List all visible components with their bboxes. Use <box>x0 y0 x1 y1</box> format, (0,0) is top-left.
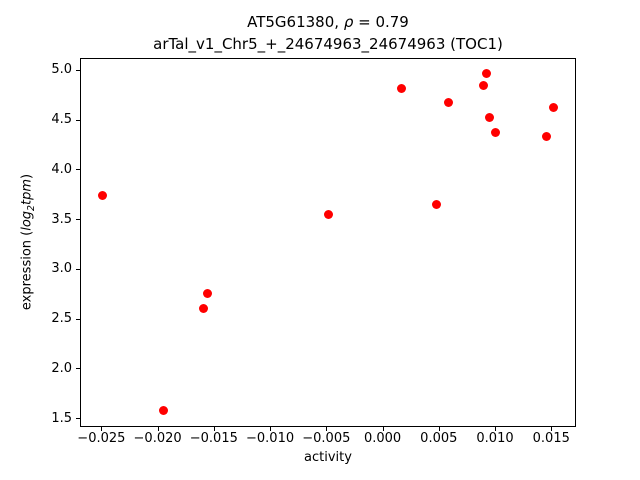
y-tick-mark <box>76 119 80 121</box>
x-tick-label: −0.010 <box>246 431 295 446</box>
plot-area <box>80 58 576 427</box>
chart-title-line1: AT5G61380, ρ = 0.79 <box>80 11 576 33</box>
x-tick-label: −0.020 <box>133 431 182 446</box>
x-tick-mark <box>551 427 553 431</box>
scatter-point <box>324 209 334 219</box>
x-tick-mark <box>495 427 497 431</box>
scatter-point <box>397 84 407 94</box>
scatter-point <box>432 199 442 209</box>
chart-title-line2: arTal_v1_Chr5_+_24674963_24674963 (TOC1) <box>153 35 503 53</box>
chart-title-rho-value: = 0.79 <box>353 13 409 31</box>
scatter-point <box>158 405 168 415</box>
x-tick-mark <box>101 427 103 431</box>
scatter-point <box>481 69 491 79</box>
x-tick-label: −0.025 <box>77 431 126 446</box>
y-tick-label: 2.5 <box>51 311 72 327</box>
y-tick-mark <box>76 169 80 171</box>
scatter-point <box>97 190 107 200</box>
scatter-point <box>542 132 552 142</box>
y-axis-label-sub: 2 <box>26 204 38 211</box>
x-tick-mark <box>213 427 215 431</box>
x-axis-label: activity <box>304 450 352 465</box>
x-tick-label: −0.015 <box>189 431 238 446</box>
rho-symbol: ρ <box>343 13 354 31</box>
x-tick-mark <box>157 427 159 431</box>
y-tick-mark <box>76 69 80 71</box>
y-tick-mark <box>76 318 80 320</box>
x-tick-mark <box>270 427 272 431</box>
x-tick-label: −0.005 <box>302 431 351 446</box>
chart-title-gene: AT5G61380, <box>247 13 344 31</box>
y-tick-mark <box>76 368 80 370</box>
scatter-point <box>202 289 212 299</box>
y-axis-label-var: tpm <box>19 178 35 205</box>
x-tick-mark <box>382 427 384 431</box>
y-tick-label: 3.0 <box>51 261 72 277</box>
x-tick-label: 0.010 <box>476 431 514 446</box>
y-tick-label: 4.0 <box>51 161 72 177</box>
x-tick-mark <box>326 427 328 431</box>
y-tick-mark <box>76 418 80 420</box>
y-tick-label: 4.5 <box>51 112 72 128</box>
scatter-point <box>490 128 500 138</box>
scatter-point <box>199 304 209 314</box>
y-tick-label: 3.5 <box>51 211 72 227</box>
x-tick-label: 0.005 <box>420 431 458 446</box>
scatter-point <box>444 98 454 108</box>
x-tick-label: 0.000 <box>363 431 402 446</box>
y-axis-label: expression (log2tpm) <box>19 174 38 310</box>
chart-title: AT5G61380, ρ = 0.79 arTal_v1_Chr5_+_2467… <box>80 11 576 55</box>
y-tick-label: 1.5 <box>51 410 72 426</box>
scatter-point <box>549 103 558 113</box>
y-tick-mark <box>76 219 80 221</box>
scatter-point <box>479 81 489 91</box>
y-tick-label: 5.0 <box>51 62 72 78</box>
y-tick-mark <box>76 268 80 270</box>
y-tick-label: 2.0 <box>51 360 72 376</box>
x-tick-label: 0.015 <box>532 431 570 446</box>
x-tick-mark <box>438 427 440 431</box>
scatter-point <box>484 113 494 123</box>
